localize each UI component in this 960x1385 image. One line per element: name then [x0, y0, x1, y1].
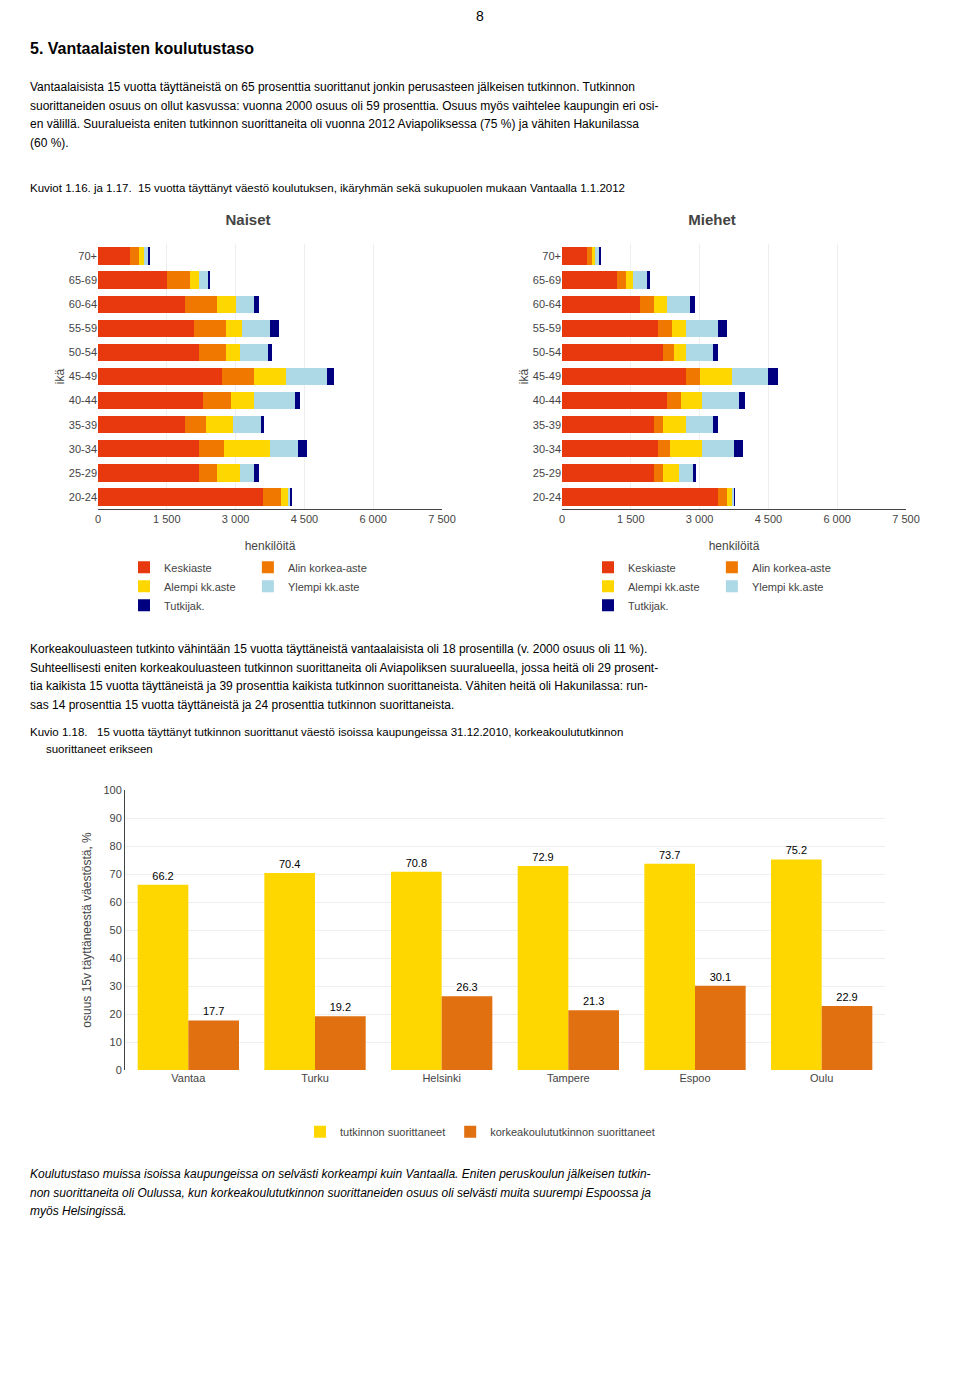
svg-text:20-24: 20-24 [69, 491, 97, 503]
svg-text:50-54: 50-54 [533, 346, 561, 358]
svg-text:40: 40 [110, 952, 122, 964]
svg-text:72.9: 72.9 [532, 851, 553, 863]
svg-text:3 000: 3 000 [686, 513, 714, 525]
svg-text:Ylempi kk.aste: Ylempi kk.aste [752, 581, 824, 593]
svg-text:21.3: 21.3 [583, 995, 604, 1007]
svg-text:70+: 70+ [542, 250, 561, 262]
html-text:Korkeakouluasteen tutkinto väh: Korkeakouluasteen tutkinto vähintään 15 … [30, 642, 659, 712]
html-text:Koulutustaso muissa isoissa ka: Koulutustaso muissa isoissa kaupungeissa… [30, 1167, 651, 1219]
svg-text:50: 50 [110, 924, 122, 936]
svg-text:Oulu: Oulu [810, 1072, 833, 1084]
svg-text:25-29: 25-29 [69, 467, 97, 479]
svg-text:henkilöitä: henkilöitä [245, 539, 296, 553]
svg-text:30.1: 30.1 [710, 971, 731, 983]
svg-text:20: 20 [110, 1008, 122, 1020]
svg-text:Alempi kk.aste: Alempi kk.aste [628, 581, 700, 593]
html-text:Kuviot 1.16. ja 1.17. 15 vuott: Kuviot 1.16. ja 1.17. 15 vuotta täyttäny… [30, 182, 625, 194]
html-text:Kuvio 1.18. 15 vuotta täyttäny: Kuvio 1.18. 15 vuotta täyttänyt tutkinno… [30, 726, 624, 756]
svg-text:tutkinnon suorittaneet: tutkinnon suorittaneet [340, 1126, 445, 1138]
svg-text:Espoo: Espoo [679, 1072, 710, 1084]
svg-text:60-64: 60-64 [69, 298, 97, 310]
svg-text:Keskiaste: Keskiaste [164, 562, 212, 574]
svg-text:osuus 15v täyttäneestä väestös: osuus 15v täyttäneestä väestöstä, % [80, 832, 94, 1028]
html-text:Vantaalaisista 15 vuotta täytt: Vantaalaisista 15 vuotta täyttäneistä on… [30, 80, 659, 150]
svg-text:Ylempi kk.aste: Ylempi kk.aste [288, 581, 360, 593]
svg-text:1 500: 1 500 [617, 513, 645, 525]
svg-text:3 000: 3 000 [222, 513, 250, 525]
svg-text:6 000: 6 000 [823, 513, 851, 525]
svg-text:35-39: 35-39 [69, 419, 97, 431]
svg-text:80: 80 [110, 840, 122, 852]
svg-text:Alin korkea-aste: Alin korkea-aste [752, 562, 831, 574]
svg-text:45-49: 45-49 [533, 370, 561, 382]
svg-text:Tampere: Tampere [547, 1072, 590, 1084]
svg-text:4 500: 4 500 [291, 513, 319, 525]
svg-text:Vantaa: Vantaa [171, 1072, 206, 1084]
svg-text:70+: 70+ [78, 250, 97, 262]
svg-text:75.2: 75.2 [786, 844, 807, 856]
svg-text:10: 10 [110, 1036, 122, 1048]
svg-text:55-59: 55-59 [69, 322, 97, 334]
svg-text:40-44: 40-44 [533, 394, 561, 406]
svg-text:19.2: 19.2 [330, 1001, 351, 1013]
svg-text:Tutkijak.: Tutkijak. [628, 600, 669, 612]
svg-text:0: 0 [95, 513, 101, 525]
svg-text:korkeakoulututkinnon suorittan: korkeakoulututkinnon suorittaneet [490, 1126, 655, 1138]
svg-text:66.2: 66.2 [152, 870, 173, 882]
svg-text:20-24: 20-24 [533, 491, 561, 503]
svg-text:45-49: 45-49 [69, 370, 97, 382]
svg-text:7 500: 7 500 [892, 513, 920, 525]
svg-text:4 500: 4 500 [755, 513, 783, 525]
svg-text:0: 0 [116, 1064, 122, 1076]
svg-text:Naiset: Naiset [225, 211, 270, 228]
svg-text:ikä: ikä [53, 369, 67, 385]
svg-text:henkilöitä: henkilöitä [709, 539, 760, 553]
svg-text:1 500: 1 500 [153, 513, 181, 525]
svg-text:Turku: Turku [301, 1072, 329, 1084]
svg-text:60: 60 [110, 896, 122, 908]
svg-text:100: 100 [103, 784, 121, 796]
svg-text:73.7: 73.7 [659, 849, 680, 861]
svg-text:30: 30 [110, 980, 122, 992]
svg-text:22.9: 22.9 [836, 991, 857, 1003]
svg-text:6 000: 6 000 [359, 513, 387, 525]
svg-text:25-29: 25-29 [533, 467, 561, 479]
svg-text:60-64: 60-64 [533, 298, 561, 310]
svg-text:7 500: 7 500 [428, 513, 456, 525]
svg-text:30-34: 30-34 [69, 443, 97, 455]
svg-text:Tutkijak.: Tutkijak. [164, 600, 205, 612]
svg-text:70: 70 [110, 868, 122, 880]
svg-text:Helsinki: Helsinki [422, 1072, 461, 1084]
svg-text:26.3: 26.3 [456, 981, 477, 993]
svg-text:55-59: 55-59 [533, 322, 561, 334]
svg-text:40-44: 40-44 [69, 394, 97, 406]
svg-text:Miehet: Miehet [688, 211, 736, 228]
svg-text:50-54: 50-54 [69, 346, 97, 358]
svg-text:90: 90 [110, 812, 122, 824]
svg-text:70.4: 70.4 [279, 858, 300, 870]
svg-text:17.7: 17.7 [203, 1005, 224, 1017]
svg-text:Alempi kk.aste: Alempi kk.aste [164, 581, 236, 593]
svg-text:30-34: 30-34 [533, 443, 561, 455]
svg-text:Keskiaste: Keskiaste [628, 562, 676, 574]
html-text:5. Vantaalaisten koulutustaso: 5. Vantaalaisten koulutustaso [30, 40, 255, 57]
svg-text:Alin korkea-aste: Alin korkea-aste [288, 562, 367, 574]
svg-text:35-39: 35-39 [533, 419, 561, 431]
svg-text:65-69: 65-69 [69, 274, 97, 286]
svg-text:70.8: 70.8 [406, 857, 427, 869]
html-text:8: 8 [476, 8, 484, 24]
svg-text:65-69: 65-69 [533, 274, 561, 286]
svg-text:0: 0 [559, 513, 565, 525]
svg-text:ikä: ikä [517, 369, 531, 385]
